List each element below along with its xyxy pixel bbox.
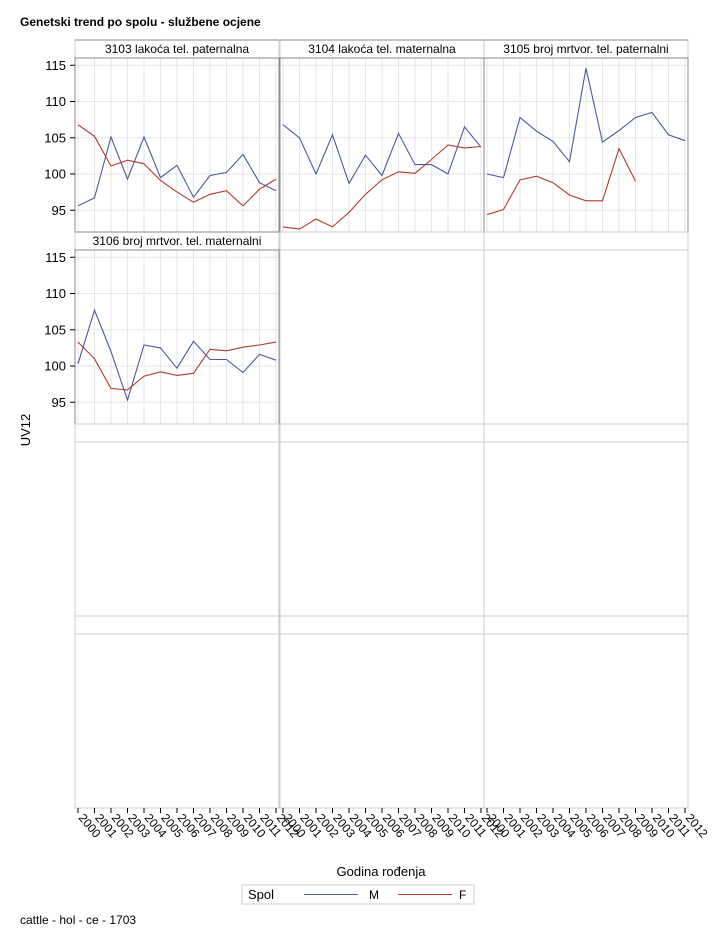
series-line-F xyxy=(77,124,277,207)
series-line-F xyxy=(282,144,482,230)
y-tick-label: 95 xyxy=(52,395,66,410)
panel-header xyxy=(74,615,280,635)
y-tick-label: 115 xyxy=(45,58,66,73)
panel-header xyxy=(279,615,485,635)
y-tick-label: 110 xyxy=(45,94,66,109)
panel-header xyxy=(279,231,485,251)
series-line-F xyxy=(486,147,636,216)
legend-label-F: F xyxy=(459,888,466,902)
panel-frame xyxy=(483,249,689,425)
series-line-M xyxy=(77,308,277,402)
panel-header xyxy=(279,423,485,443)
series-line-M xyxy=(77,135,277,207)
panel-frame xyxy=(279,633,485,809)
series-line-F xyxy=(77,341,277,391)
panel-frame xyxy=(483,441,689,617)
panel-frame xyxy=(74,441,280,617)
panel-frame xyxy=(74,633,280,809)
chart-title: Genetski trend po spolu - službene ocjen… xyxy=(20,15,261,29)
series-line-M xyxy=(486,68,686,179)
panel-frame xyxy=(279,441,485,617)
panel-title: 3106 broj mrtvor. tel. maternalni xyxy=(93,234,262,248)
y-tick-label: 105 xyxy=(44,322,66,337)
panel-2: 3104 lakoća tel. maternalna xyxy=(279,39,485,233)
panel-3: 3105 broj mrtvor. tel. paternalni xyxy=(483,39,689,233)
panel-header xyxy=(483,615,689,635)
panel-frame xyxy=(483,633,689,809)
panel-frame xyxy=(279,249,485,425)
panel-header xyxy=(483,231,689,251)
panel-title: 3104 lakoća tel. maternalna xyxy=(308,42,456,56)
footnote: cattle - hol - ce - 1703 xyxy=(20,913,137,927)
panel-title: 3105 broj mrtvor. tel. paternalni xyxy=(503,42,668,56)
y-tick-label: 110 xyxy=(45,286,66,301)
y-tick-label: 100 xyxy=(44,359,66,374)
panel-1: 3103 lakoća tel. paternalna xyxy=(74,39,280,233)
legend: Spol M F xyxy=(241,884,475,905)
panel-header xyxy=(74,423,280,443)
series-line-M xyxy=(282,124,482,185)
x-axis-label: Godina rođenja xyxy=(337,864,427,879)
panel-header xyxy=(483,423,689,443)
y-tick-label: 95 xyxy=(52,203,66,218)
y-tick-label: 100 xyxy=(44,167,66,182)
y-tick-label: 105 xyxy=(44,130,66,145)
y-tick-label: 115 xyxy=(45,250,66,265)
legend-title: Spol xyxy=(248,887,274,902)
panel-4: 3106 broj mrtvor. tel. maternalni xyxy=(74,231,280,425)
legend-label-M: M xyxy=(369,888,379,902)
y-axis-label: UV12 xyxy=(18,414,33,447)
panel-title: 3103 lakoća tel. paternalna xyxy=(105,42,249,56)
